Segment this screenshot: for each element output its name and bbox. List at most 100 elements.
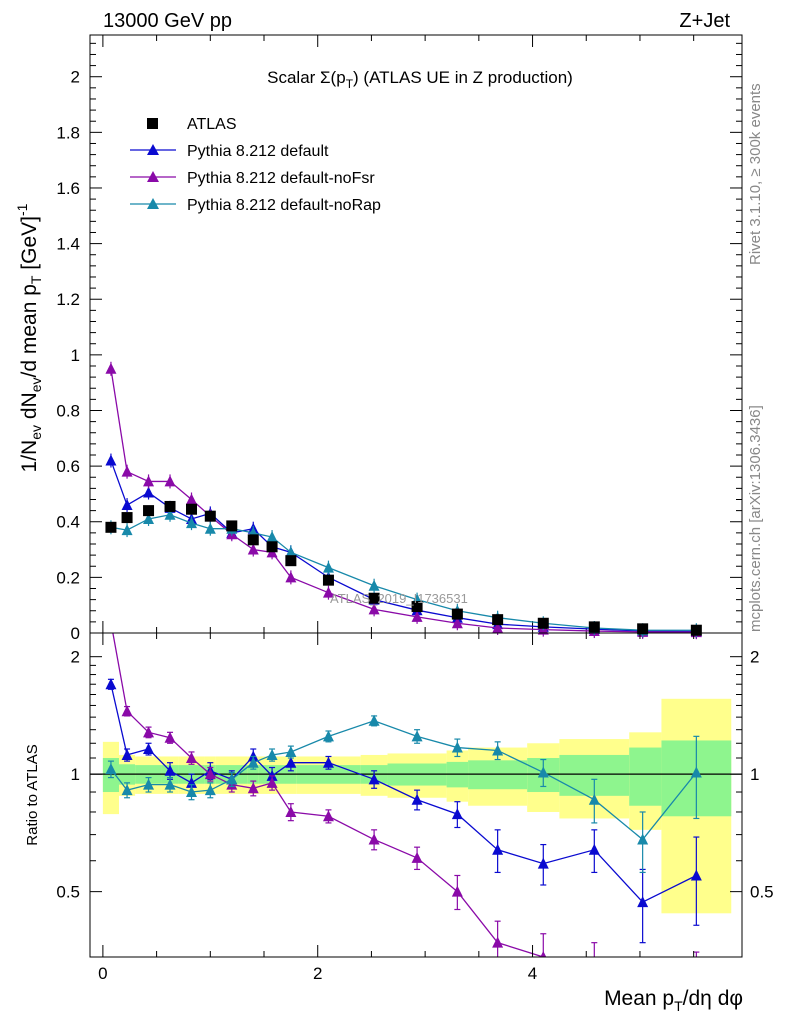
- legend-atlas-marker: [147, 118, 158, 129]
- main-point-nofsr: [121, 465, 133, 477]
- legend-default-label: Pythia 8.212 default: [187, 143, 329, 160]
- main-ytick-label: 1: [71, 346, 80, 365]
- main-ytick-label: 0.8: [56, 401, 80, 420]
- ratio-point-default: [322, 756, 334, 768]
- ratio-point-default: [492, 843, 504, 855]
- ratio-point-norap: [226, 773, 238, 785]
- ratio-point-norap: [164, 778, 176, 790]
- main-ytick-label: 1.8: [56, 123, 80, 142]
- main-point-nofsr: [411, 610, 423, 622]
- chart-title: Scalar Σ(pT) (ATLAS UE in Z production): [267, 68, 573, 91]
- main-point-norap: [368, 579, 380, 591]
- main-ytick-label: 0.2: [56, 568, 80, 587]
- main-point-atlas: [285, 555, 297, 567]
- ratio-point-norap: [322, 730, 334, 742]
- ratio-band-inner: [629, 747, 662, 806]
- mcplots-label: mcplots.cern.ch [arXiv:1306.3436]: [747, 405, 764, 632]
- ratio-point-nofsr: [204, 768, 216, 780]
- ratio-frame: [89, 632, 743, 958]
- main-point-nofsr: [186, 493, 198, 505]
- main-point-atlas: [247, 534, 259, 546]
- ratio-ytick-label-right: 1: [750, 765, 759, 784]
- main-point-nofsr: [368, 603, 380, 615]
- ratio-point-nofsr: [186, 752, 198, 764]
- main-point-atlas: [266, 541, 278, 553]
- ratio-point-default: [690, 869, 702, 881]
- ratio-point-norap: [121, 784, 133, 796]
- ratio-point-nofsr: [143, 726, 155, 738]
- main-point-atlas: [226, 520, 238, 532]
- main-point-nofsr: [164, 475, 176, 487]
- main-point-nofsr: [285, 571, 297, 583]
- legend-default-marker: [147, 144, 159, 155]
- legend-nofsr-marker: [147, 171, 159, 182]
- ratio-point-norap: [588, 793, 600, 805]
- ratio-point-nofsr: [451, 885, 463, 897]
- ratio-band-inner: [468, 760, 528, 790]
- main-point-atlas: [322, 574, 334, 586]
- ratio-point-nofsr: [691, 972, 702, 983]
- main-point-norap: [204, 522, 216, 534]
- main-point-default: [121, 499, 133, 511]
- ratio-point-default: [143, 743, 155, 755]
- ratio-point-norap: [537, 766, 549, 778]
- ratio-plot: 0.5 0.5 1 1 2 2 0 2 4: [56, 632, 774, 983]
- ratio-point-norap: [492, 744, 504, 756]
- ratio-point-default: [451, 808, 463, 820]
- ratio-point-default: [637, 896, 649, 908]
- main-ytick-label: 0.4: [56, 513, 80, 532]
- ratio-point-default: [537, 857, 549, 869]
- ratio-point-norap: [143, 778, 155, 790]
- ratio-point-norap: [690, 766, 702, 778]
- main-point-norap: [143, 512, 155, 524]
- main-point-atlas: [637, 623, 649, 635]
- legend-norap-marker: [147, 198, 159, 209]
- main-ylabel: 1/Nev dNev/d mean pT [GeV]-1: [14, 203, 44, 472]
- ratio-point-default: [164, 764, 176, 776]
- main-point-atlas: [537, 617, 549, 629]
- main-point-atlas: [105, 521, 117, 533]
- x-tick-label: 0: [98, 964, 107, 983]
- main-point-atlas: [492, 614, 504, 626]
- ratio-ytick-label: 2: [71, 648, 80, 667]
- main-point-atlas: [368, 592, 380, 604]
- main-point-nofsr: [322, 586, 334, 598]
- main-ytick-label: 1.6: [56, 179, 80, 198]
- main-point-norap: [121, 524, 133, 536]
- header-process: Z+Jet: [679, 10, 730, 32]
- main-point-atlas: [121, 512, 133, 524]
- main-ytick-label: 0.6: [56, 457, 80, 476]
- ratio-point-default: [105, 678, 117, 690]
- ratio-point-norap: [285, 745, 297, 757]
- ratio-point-norap: [204, 784, 216, 796]
- main-point-atlas: [411, 601, 423, 613]
- legend-atlas-label: ATLAS: [187, 116, 237, 133]
- ratio-point-norap: [411, 730, 423, 742]
- ratio-point-nofsr: [121, 705, 133, 717]
- ratio-point-nofsr: [589, 961, 600, 972]
- ratio-ytick-label: 0.5: [56, 883, 80, 902]
- header-energy: 13000 GeV pp: [103, 10, 232, 32]
- ratio-point-nofsr: [368, 833, 380, 845]
- ratio-point-norap: [247, 756, 259, 768]
- main-point-norap: [266, 531, 278, 543]
- ratio-ytick-label: 1: [71, 765, 80, 784]
- main-point-nofsr: [247, 543, 259, 555]
- main-point-nofsr: [492, 621, 504, 633]
- main-point-atlas: [186, 503, 198, 515]
- ratio-point-norap: [186, 786, 198, 798]
- ratio-ytick-label-right: 2: [750, 648, 759, 667]
- legend-nofsr-label: Pythia 8.212 default-noFsr: [187, 170, 375, 187]
- x-axis-label: Mean pT/dη dφ: [604, 987, 743, 1014]
- rivet-label: Rivet 3.1.10, ≥ 300k events: [747, 83, 764, 265]
- ratio-point-nofsr: [164, 731, 176, 743]
- ratio-point-nofsr: [540, 951, 547, 957]
- ratio-point-norap: [451, 741, 463, 753]
- x-tick-label: 4: [528, 964, 537, 983]
- ratio-point-nofsr: [285, 805, 297, 817]
- main-point-atlas: [588, 621, 600, 633]
- main-point-atlas: [690, 624, 702, 636]
- main-line-norap: [110, 514, 697, 631]
- ratio-point-nofsr: [322, 810, 334, 822]
- main-plot: 0 0.2 0.4 0.6 0.8 1 1.2 1.4 1.6 1.8 2: [56, 34, 743, 643]
